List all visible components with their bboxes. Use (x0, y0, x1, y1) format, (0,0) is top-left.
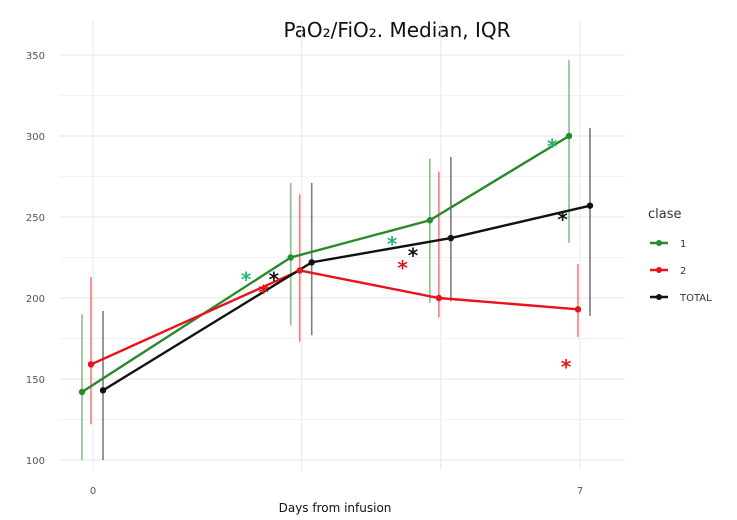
significance-asterisk: * (387, 232, 398, 256)
data-point-2 (87, 361, 95, 368)
chart-title: PaO₂/FiO₂. Median, IQR (284, 18, 511, 42)
data-point-total (586, 202, 594, 209)
error-bars (81, 59, 591, 460)
significance-asterisk: * (561, 355, 572, 379)
y-tick-label: 250 (26, 213, 45, 224)
data-point-1 (78, 388, 86, 396)
legend-label: 2 (680, 266, 686, 277)
significance-asterisk: * (269, 268, 280, 292)
data-point-total (447, 234, 455, 242)
y-tick-label: 300 (26, 132, 45, 143)
legend-key-point (656, 240, 662, 246)
grid (60, 20, 625, 470)
significance-asterisk: * (557, 208, 568, 232)
series-line-2 (90, 269, 579, 366)
y-tick-label: 150 (26, 375, 45, 386)
y-tick-label: 350 (26, 51, 45, 62)
data-point-2 (574, 306, 582, 313)
legend: clase 1 2 TOTAL (648, 207, 712, 304)
data-point-1 (287, 254, 294, 261)
y-axis-ticks: 100 150 200 250 300 350 (26, 51, 45, 467)
significance-asterisk: * (547, 135, 558, 159)
legend-key-point (656, 267, 662, 273)
legend-title: clase (648, 207, 682, 222)
data-point-1 (426, 217, 434, 224)
series-points (78, 132, 594, 396)
series-line-1 (81, 134, 570, 393)
data-point-2 (296, 267, 303, 274)
annotations: ********* (241, 135, 572, 379)
data-point-total (308, 259, 315, 266)
significance-asterisk: * (241, 268, 252, 292)
x-tick-label: 0 (90, 486, 96, 497)
significance-asterisk: * (408, 243, 419, 267)
x-tick-label: 7 (577, 486, 583, 497)
significance-asterisk: * (258, 281, 269, 305)
y-tick-label: 100 (26, 456, 45, 467)
legend-label: 1 (680, 239, 686, 250)
series-lines (81, 134, 591, 393)
series-line-total (102, 204, 591, 392)
significance-asterisk: * (397, 256, 408, 280)
legend-label: TOTAL (679, 293, 712, 304)
data-point-2 (435, 294, 443, 302)
data-point-1 (565, 132, 573, 140)
y-tick-label: 200 (26, 294, 45, 305)
x-axis-label: Days from infusion (279, 501, 392, 515)
data-point-total (99, 387, 107, 394)
legend-key-point (656, 294, 662, 300)
